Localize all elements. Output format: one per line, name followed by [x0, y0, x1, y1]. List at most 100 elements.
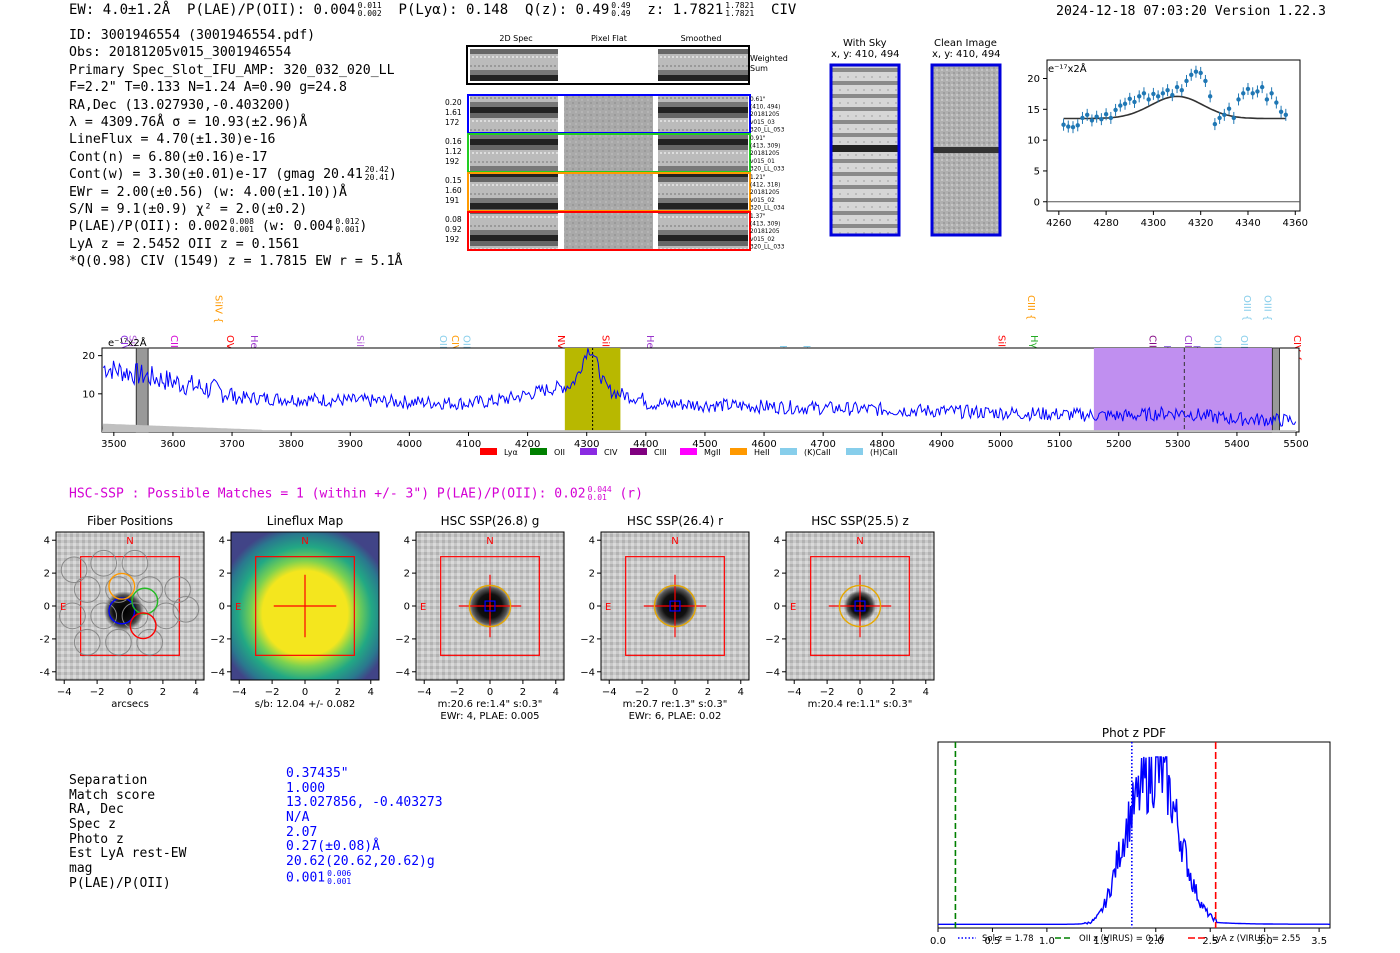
zoom-data-point — [1274, 96, 1279, 109]
panel-caption-2: EWr: 4, PLAE: 0.005 — [440, 711, 539, 722]
svg-text:(H)CaII: (H)CaII — [870, 448, 897, 457]
info-lineflux: LineFlux = 4.70(±1.30)e-16 — [69, 132, 276, 148]
fiber-circle — [164, 576, 192, 603]
pdf-xtick: 1.0 — [1039, 936, 1055, 947]
fiber-circle — [172, 595, 200, 623]
spectrum-xtick: 3700 — [219, 439, 244, 450]
panel-ytick: −2 — [395, 634, 410, 645]
zoom-data-point — [1146, 93, 1151, 106]
zoom-data-point — [1084, 108, 1090, 121]
zoom-data-point — [1203, 74, 1208, 87]
line-id-label: OII { — [437, 335, 448, 358]
line-zoom-chart: e⁻¹⁷x2Å 4260 4280 4300 4320 4340 4360 0 5 10 15 20 — [1027, 59, 1308, 229]
panel-ytick: 4 — [589, 536, 595, 547]
spectrum-xtick: 4500 — [692, 439, 717, 450]
zoom-data-point — [1127, 92, 1132, 105]
spectrum-xtick: 3800 — [278, 439, 303, 450]
cutout-stat: 1.61 — [445, 108, 462, 117]
info-lambda: λ = 4309.76Å σ = 10.93(±2.96)Å — [69, 114, 308, 130]
panel-ytick: −2 — [580, 634, 595, 645]
zoom-data-point — [1241, 87, 1246, 100]
match-label: Est LyA rest-EW — [69, 846, 187, 862]
compass-e: E — [605, 602, 611, 613]
spectrum-xtick: 4600 — [751, 439, 776, 450]
panel-ytick: −2 — [765, 634, 780, 645]
spectrum-xtick: 5200 — [1106, 439, 1131, 450]
panel-title: HSC SSP(26.4) r — [627, 514, 723, 528]
zoom-data-point — [1269, 87, 1274, 100]
zoom-data-point — [1118, 99, 1123, 112]
info-ewr: EWr = 2.00(±0.56) (w: 4.00(±1.10))Å — [69, 184, 347, 200]
aperture-circle — [468, 584, 512, 628]
zoom-data-point — [1141, 87, 1147, 100]
fiber-circle — [136, 628, 164, 656]
info-civ: *Q(0.98) CIV (1549) z = 1.7815 EW r = 5.… — [69, 254, 403, 270]
match-label: Match score — [69, 787, 156, 803]
panel-caption: s/b: 12.04 +/- 0.082 — [255, 699, 355, 710]
info-primary: Primary Spec_Slot_IFU_AMP: 320_032_020_L… — [69, 62, 395, 78]
match-value: 1.000 — [286, 780, 326, 796]
info-contw: Cont(w) = 3.30(±0.01)e-17 (gmag 20.41 20.… — [69, 165, 397, 183]
zoom-data-point — [1174, 81, 1180, 94]
header-plae-hi: 0.011 — [357, 1, 382, 10]
zoom-ylabel: e⁻¹⁷x2Å — [1048, 62, 1087, 75]
zoom-data-point — [1207, 90, 1213, 103]
cutout-meta: 320_LL_034 — [750, 205, 785, 211]
panel-ytick: 0 — [404, 602, 410, 613]
panel-title: Lineflux Map — [267, 514, 343, 528]
panel-xtick: 2 — [890, 687, 896, 698]
cutout-stat: 1.60 — [445, 186, 462, 195]
compass-e: E — [420, 602, 426, 613]
panel-ytick: 4 — [44, 536, 50, 547]
cutout-meta: v015_02 — [750, 198, 775, 204]
fiber-circle — [121, 549, 149, 577]
zoom-data-point — [1255, 85, 1260, 98]
pdf-xtick: 0.5 — [984, 936, 1000, 947]
pdf-xtick: 2.5 — [1202, 936, 1218, 947]
zoom-data-point — [1132, 95, 1137, 108]
header-plae-lo: 0.002 — [357, 9, 382, 18]
cutout-stat: 192 — [445, 235, 460, 244]
weighted-sum-row: Weighted Sum — [466, 45, 788, 85]
line-id-label: CII { — [1146, 335, 1157, 357]
compass-n: N — [486, 536, 493, 547]
cutout-meta: 320_LL_053 — [750, 127, 785, 133]
spectrum-xtick: 4200 — [515, 439, 540, 450]
panel-xtick: −4 — [787, 687, 802, 698]
zoom-data-point — [1113, 103, 1118, 116]
line-id-label: OII { — [461, 335, 472, 358]
cutout-stat: 0.92 — [445, 225, 462, 234]
cutout-meta: 20181205 — [750, 151, 780, 157]
cutout-meta: (410, 494) — [750, 105, 780, 111]
zoom-data-point — [1099, 113, 1104, 126]
panel-xtick: 2 — [335, 687, 341, 698]
zoom-data-point — [1070, 121, 1076, 134]
clean-image — [930, 63, 1002, 237]
spectrum-xtick: 4100 — [456, 439, 481, 450]
match-value: N/A — [286, 810, 310, 826]
header-ew: EW: 4.0±1.2Å — [69, 2, 171, 18]
cutout-meta: (413, 309) — [750, 222, 780, 228]
panel-xtick: 4 — [923, 687, 929, 698]
panel-xtick: 4 — [193, 687, 199, 698]
panel-xtick: −2 — [90, 687, 105, 698]
cutout-meta: 320_LL_033 — [750, 166, 785, 172]
panel-ytick: 2 — [589, 569, 595, 580]
source-blob — [104, 591, 144, 631]
zoom-data-point — [1075, 119, 1080, 132]
panel-ytick: 0 — [774, 602, 780, 613]
panel-caption: arcsecs — [111, 699, 149, 710]
svg-text:Sol z = 1.78: Sol z = 1.78 — [982, 934, 1034, 944]
match-value-plae: 0.001 0.006 0.001 — [286, 868, 352, 886]
zoom-data-point — [1283, 108, 1289, 121]
spectrum-legend-item: (K)CaII — [780, 448, 831, 457]
header-line-id: CIV — [771, 2, 797, 18]
svg-text:LyA z (VIRUS) = 2.55: LyA z (VIRUS) = 2.55 — [1212, 934, 1301, 944]
zoom-data-point — [1231, 111, 1236, 124]
spectrum-ytick: 10 — [82, 389, 95, 400]
panel-xtick: −4 — [602, 687, 617, 698]
spectrum-xtick: 5400 — [1224, 439, 1249, 450]
fiber-circle — [73, 576, 101, 603]
version-stamp: 2024-12-18 07:03:20 Version 1.22.3 — [1056, 4, 1326, 19]
